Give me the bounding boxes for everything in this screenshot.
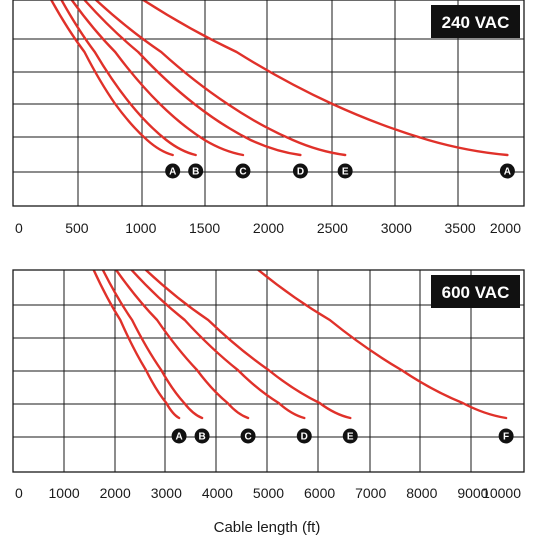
curve-f — [257, 270, 508, 420]
x-tick-label: 5000 — [253, 485, 284, 501]
curve-marker-b: B — [194, 428, 210, 444]
svg-text:A: A — [169, 167, 176, 178]
curve-marker-c: C — [240, 428, 256, 444]
curve-marker-a: A — [499, 163, 515, 179]
x-tick-label: 4000 — [202, 485, 233, 501]
x-tick-label: 500 — [65, 220, 89, 236]
x-tick-label: 0 — [15, 220, 23, 236]
x-tick-label: 1000 — [49, 485, 80, 501]
chart-600vac: A B C D E F 0 1000 2000 3000 4000 5000 6000 7000 8000… — [12, 269, 525, 501]
curve-d — [130, 270, 306, 420]
curve-marker-c: C — [235, 163, 251, 179]
svg-text:D: D — [297, 167, 304, 178]
curve-c — [115, 270, 250, 420]
x-tick-label: 2000 — [490, 220, 521, 236]
curve-b — [60, 0, 197, 157]
curve-e — [94, 0, 347, 157]
voltage-badge-label: 600 VAC — [442, 283, 510, 302]
curve-marker-e: E — [342, 428, 358, 444]
curve-marker-b: B — [188, 163, 204, 179]
x-tick-label: 0 — [15, 485, 23, 501]
x-tick-label: 7000 — [355, 485, 386, 501]
x-tick-label: 6000 — [304, 485, 335, 501]
curve-c — [70, 0, 245, 157]
svg-text:A: A — [504, 167, 511, 178]
svg-text:D: D — [301, 432, 308, 443]
curve-a — [92, 270, 181, 420]
x-axis-label: Cable length (ft) — [214, 519, 321, 536]
curve-marker-a: A — [171, 428, 187, 444]
x-tick-label: 1500 — [189, 220, 220, 236]
plot-frame — [12, 269, 525, 473]
x-tick-label: 10000 — [482, 485, 521, 501]
x-tick-label: 2000 — [253, 220, 284, 236]
voltage-badge: 600 VAC — [431, 275, 520, 308]
x-tick-label: 9000 — [457, 485, 488, 501]
x-tick-label: 2500 — [317, 220, 348, 236]
curve-e — [144, 270, 352, 420]
x-tick-label: 8000 — [406, 485, 437, 501]
plot-frame — [12, 0, 525, 207]
curve-b — [101, 270, 204, 420]
x-tick-label: 3000 — [151, 485, 182, 501]
curve-a — [142, 0, 509, 157]
svg-text:C: C — [239, 167, 246, 178]
x-tick-label: 3000 — [381, 220, 412, 236]
x-tick-label: 1000 — [125, 220, 156, 236]
curve-marker-d: D — [296, 428, 312, 444]
curve-marker-d: D — [292, 163, 308, 179]
curve-marker-a: A — [165, 163, 181, 179]
x-tick-label: 2000 — [100, 485, 131, 501]
svg-text:E: E — [342, 167, 349, 178]
curve-marker-f: F — [498, 428, 514, 444]
curve-marker-e: E — [337, 163, 353, 179]
svg-text:B: B — [192, 167, 199, 178]
svg-text:A: A — [175, 432, 182, 443]
svg-text:E: E — [347, 432, 354, 443]
voltage-badge-label: 240 VAC — [442, 13, 510, 32]
x-tick-label: 3500 — [445, 220, 476, 236]
curve-d — [83, 0, 302, 157]
svg-text:C: C — [244, 432, 251, 443]
curve-a — [50, 0, 174, 157]
svg-text:F: F — [503, 432, 509, 443]
voltage-badge: 240 VAC — [431, 5, 520, 38]
svg-text:B: B — [198, 432, 205, 443]
